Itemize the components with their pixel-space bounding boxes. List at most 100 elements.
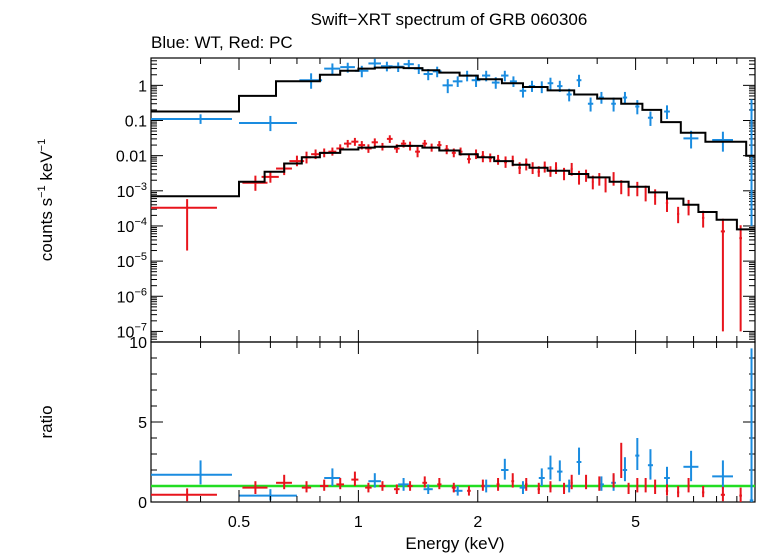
spectrum-data-point <box>471 74 481 87</box>
spectrum-data-point <box>324 63 341 75</box>
spectrum-data-point <box>344 139 352 148</box>
spectrum-data-point <box>604 178 607 193</box>
ratio-data-point <box>562 482 566 494</box>
ratio-data-point <box>398 478 409 491</box>
ratio-data-point <box>319 479 329 491</box>
spectrum-data-point <box>635 100 640 115</box>
ratio-series-1 <box>151 442 742 502</box>
spectrum-data-point <box>636 181 639 197</box>
spectrum-data-point <box>386 135 393 143</box>
spectrum-y-axis-label: counts s−1 keV−1 <box>36 139 56 261</box>
spectrum-data-point <box>351 137 359 146</box>
ratio-y-tick-label: 0 <box>138 495 147 512</box>
spectrum-y-tick-label: 10−6 <box>117 286 147 306</box>
ratio-data-point <box>701 486 705 498</box>
ratio-data-point <box>664 466 670 488</box>
ratio-data-point <box>238 489 297 501</box>
ratio-data-point <box>511 473 515 488</box>
spectrum-data-point <box>664 105 670 120</box>
spectrum-model-line <box>151 144 755 231</box>
ratio-data-point <box>570 474 573 490</box>
spectrum-y-tick-label: 10−3 <box>117 181 147 201</box>
ratio-data-point <box>336 478 345 490</box>
spectrum-data-point <box>504 156 508 168</box>
ratio-data-point <box>481 479 485 491</box>
spectrum-y-tick-label: 0.01 <box>116 149 147 166</box>
x-tick-label: 5 <box>631 514 640 531</box>
x-axis: 0.5 1 2 5 <box>228 514 640 531</box>
ratio-data-point <box>644 478 647 493</box>
ratio-data-point <box>647 449 653 480</box>
ratio-data-point <box>301 481 312 493</box>
spectrum-data-point <box>151 199 217 251</box>
ratio-data-point <box>687 478 690 493</box>
ratio-data-point <box>654 479 657 494</box>
ratio-data-point <box>423 484 433 494</box>
spectrum-data-point <box>422 139 428 148</box>
ratio-data-point <box>422 476 428 488</box>
spectrum-series-0 <box>151 58 755 226</box>
ratio-data-point <box>151 460 232 485</box>
ratio-data-point <box>739 487 742 502</box>
spectrum-data-point <box>151 114 232 124</box>
ratio-data-point <box>368 473 381 488</box>
ratio-data-point <box>622 457 628 482</box>
ratio-data-point <box>712 460 733 490</box>
ratio-data-point <box>549 481 552 493</box>
ratio-data-point <box>683 450 699 482</box>
ratio-data-point <box>557 460 563 482</box>
ratio-data-point <box>585 474 588 490</box>
ratio-data-point <box>720 486 725 502</box>
ratio-y-tick-label: 10 <box>129 335 147 352</box>
spectrum-data-point <box>587 97 594 112</box>
spectrum-data-point <box>452 76 463 87</box>
spectrum-data-point <box>739 225 742 332</box>
spectrum-data-point <box>598 173 601 186</box>
spectrum-data-point <box>612 172 615 186</box>
ratio-y-axis-label: ratio <box>37 405 56 438</box>
ratio-data-point <box>242 481 268 494</box>
ratio-data-point <box>576 447 582 475</box>
ratio-data-point <box>627 482 630 494</box>
spectrum-data-point <box>509 76 517 87</box>
ratio-data-point <box>537 482 540 494</box>
ratio-data-point <box>276 474 292 490</box>
ratio-data-point <box>665 484 669 496</box>
spectrum-data-point <box>644 185 647 202</box>
ratio-data-point <box>151 488 217 502</box>
spectrum-data-point <box>415 146 420 158</box>
spectrum-data-point <box>720 218 725 332</box>
spectrum-data-point <box>238 115 297 132</box>
spectrum-data-point <box>578 170 581 185</box>
spectrum-data-point <box>380 61 393 72</box>
spectrum-data-point <box>647 111 653 126</box>
spectrum-data-point <box>496 154 500 165</box>
spectrum-y-tick-label: 0.1 <box>125 114 147 131</box>
ratio-data-point <box>324 468 341 486</box>
spectrum-data-point <box>442 79 453 94</box>
spectrum-data-point <box>547 77 554 90</box>
ratio-data-point <box>467 486 471 496</box>
spectrum-data-point <box>562 167 566 181</box>
spectrum-data-point <box>554 162 558 175</box>
spectrum-panel-frame <box>150 57 756 343</box>
spectrum-y-tick-label: 10−4 <box>117 216 147 236</box>
spectrum-data-point <box>622 91 628 104</box>
spectrum-data-point <box>683 130 699 149</box>
spectrum-data-point <box>371 138 378 147</box>
spectrum-data-point <box>467 154 471 164</box>
ratio-y-tick-label: 5 <box>138 415 147 432</box>
x-axis-label: Energy (keV) <box>405 534 504 553</box>
chart-subtitle: Blue: WT, Red: PC <box>151 33 293 52</box>
ratio-data-point <box>538 468 545 486</box>
spectrum-data-point <box>328 147 337 156</box>
x-tick-label: 0.5 <box>228 514 250 531</box>
ratio-data-point <box>524 478 528 491</box>
spectrum-data-point <box>749 99 754 226</box>
ratio-data-point <box>379 481 386 491</box>
ratio-data-point <box>394 484 400 494</box>
ratio-data-point <box>519 481 527 494</box>
spectrum-data-point <box>576 74 582 87</box>
ratio-data-point <box>496 478 500 491</box>
